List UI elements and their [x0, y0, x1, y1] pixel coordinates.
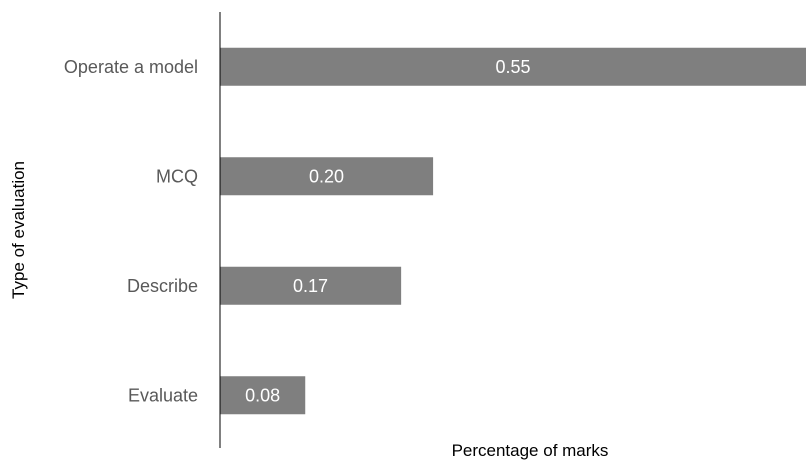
bar-evaluate	[220, 376, 306, 415]
category-label: Describe	[127, 276, 198, 296]
data-label: 0.08	[245, 385, 280, 405]
bar-mcq	[220, 157, 434, 196]
category-label: MCQ	[156, 166, 198, 186]
bar-describe	[220, 266, 402, 305]
category-labels-layer: Operate a model MCQ Describe Evaluate	[64, 57, 198, 406]
y-axis-title: Type of evaluation	[9, 161, 28, 299]
bar-operate-a-model	[220, 47, 806, 86]
bars-layer: 0.55 0.20 0.17 0.08	[220, 47, 806, 415]
data-label: 0.17	[293, 276, 328, 296]
category-label: Operate a model	[64, 57, 198, 77]
x-axis-title: Percentage of marks	[452, 441, 609, 460]
data-label: 0.20	[309, 166, 344, 186]
data-label: 0.55	[495, 57, 530, 77]
category-label: Evaluate	[128, 385, 198, 405]
